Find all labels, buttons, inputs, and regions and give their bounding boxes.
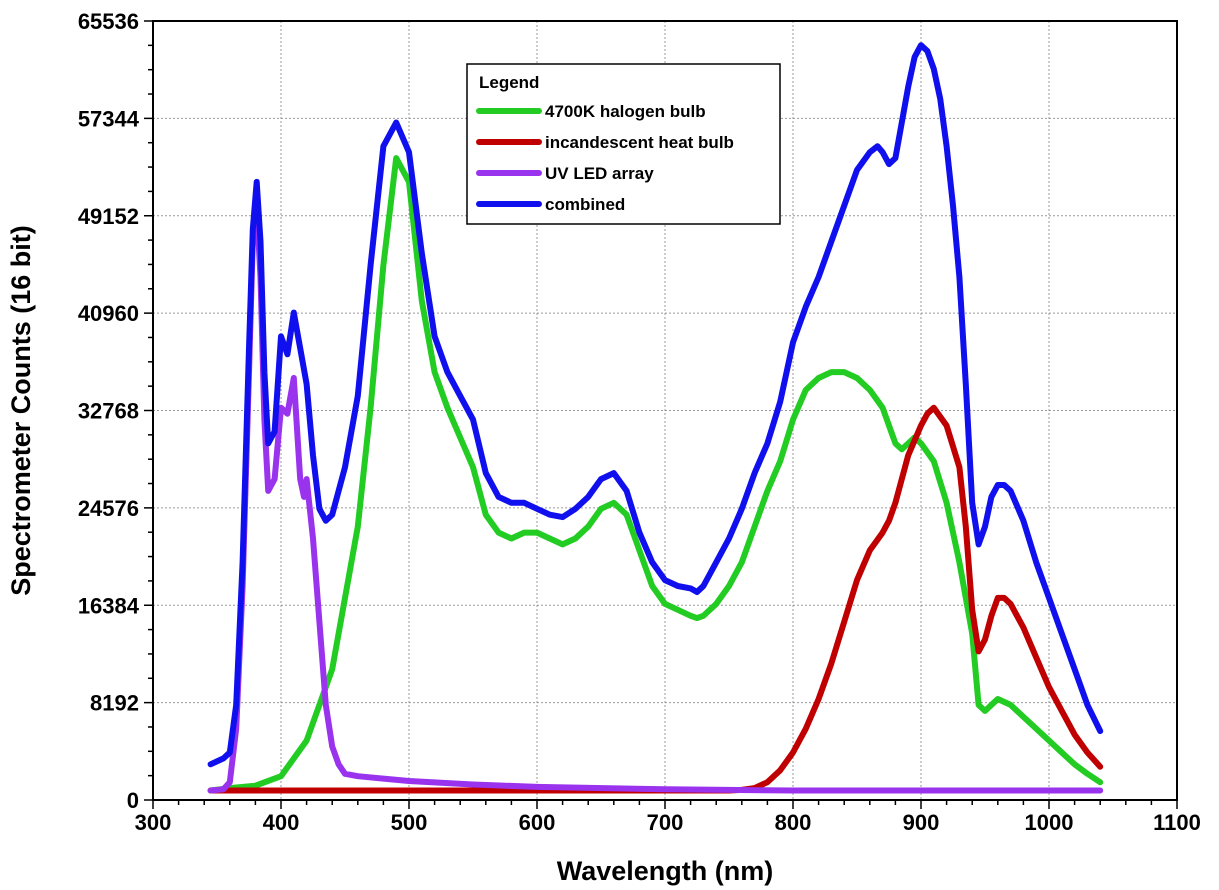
series-line-combined xyxy=(207,42,1104,768)
y-axis-title: Spectrometer Counts (16 bit) xyxy=(6,225,36,596)
x-axis-title: Wavelength (nm) xyxy=(557,856,774,886)
series-layer xyxy=(207,42,1104,794)
y-tick-label: 65536 xyxy=(78,9,139,34)
y-tick-label: 16384 xyxy=(78,593,140,618)
y-tick-label: 49152 xyxy=(78,204,139,229)
x-tick-label: 900 xyxy=(903,810,940,835)
legend-entry-label: UV LED array xyxy=(545,164,654,183)
tick-labels: 300 400 500 600 700 800 900 1000 1100 0 8192 16384 2… xyxy=(78,9,1201,835)
x-tick-label: 1000 xyxy=(1025,810,1074,835)
x-tick-label: 700 xyxy=(647,810,684,835)
legend-entry-label: incandescent heat bulb xyxy=(545,133,734,152)
y-tick-label: 40960 xyxy=(78,301,139,326)
legend-entries: 4700K halogen bulb incandescent heat bulb… xyxy=(476,102,734,214)
x-tick-label: 500 xyxy=(391,810,428,835)
x-tick-label: 300 xyxy=(135,810,172,835)
x-tick-label: 800 xyxy=(775,810,812,835)
series-line-4700k-halogen-bulb xyxy=(207,155,1104,794)
axis-ticks xyxy=(144,20,1178,809)
legend-title: Legend xyxy=(479,73,539,92)
x-tick-label: 400 xyxy=(263,810,300,835)
y-tick-label: 32768 xyxy=(78,399,139,424)
legend-entry-label: 4700K halogen bulb xyxy=(545,102,706,121)
legend-entry-label: combined xyxy=(545,195,625,214)
y-tick-label: 0 xyxy=(127,788,139,813)
x-tick-label: 600 xyxy=(519,810,556,835)
y-tick-label: 57344 xyxy=(78,106,140,131)
y-tick-label: 24576 xyxy=(78,496,139,521)
legend: Legend 4700K halogen bulb incandescent he… xyxy=(466,63,781,225)
y-tick-label: 8192 xyxy=(90,691,139,716)
x-tick-label: 1100 xyxy=(1153,810,1201,835)
